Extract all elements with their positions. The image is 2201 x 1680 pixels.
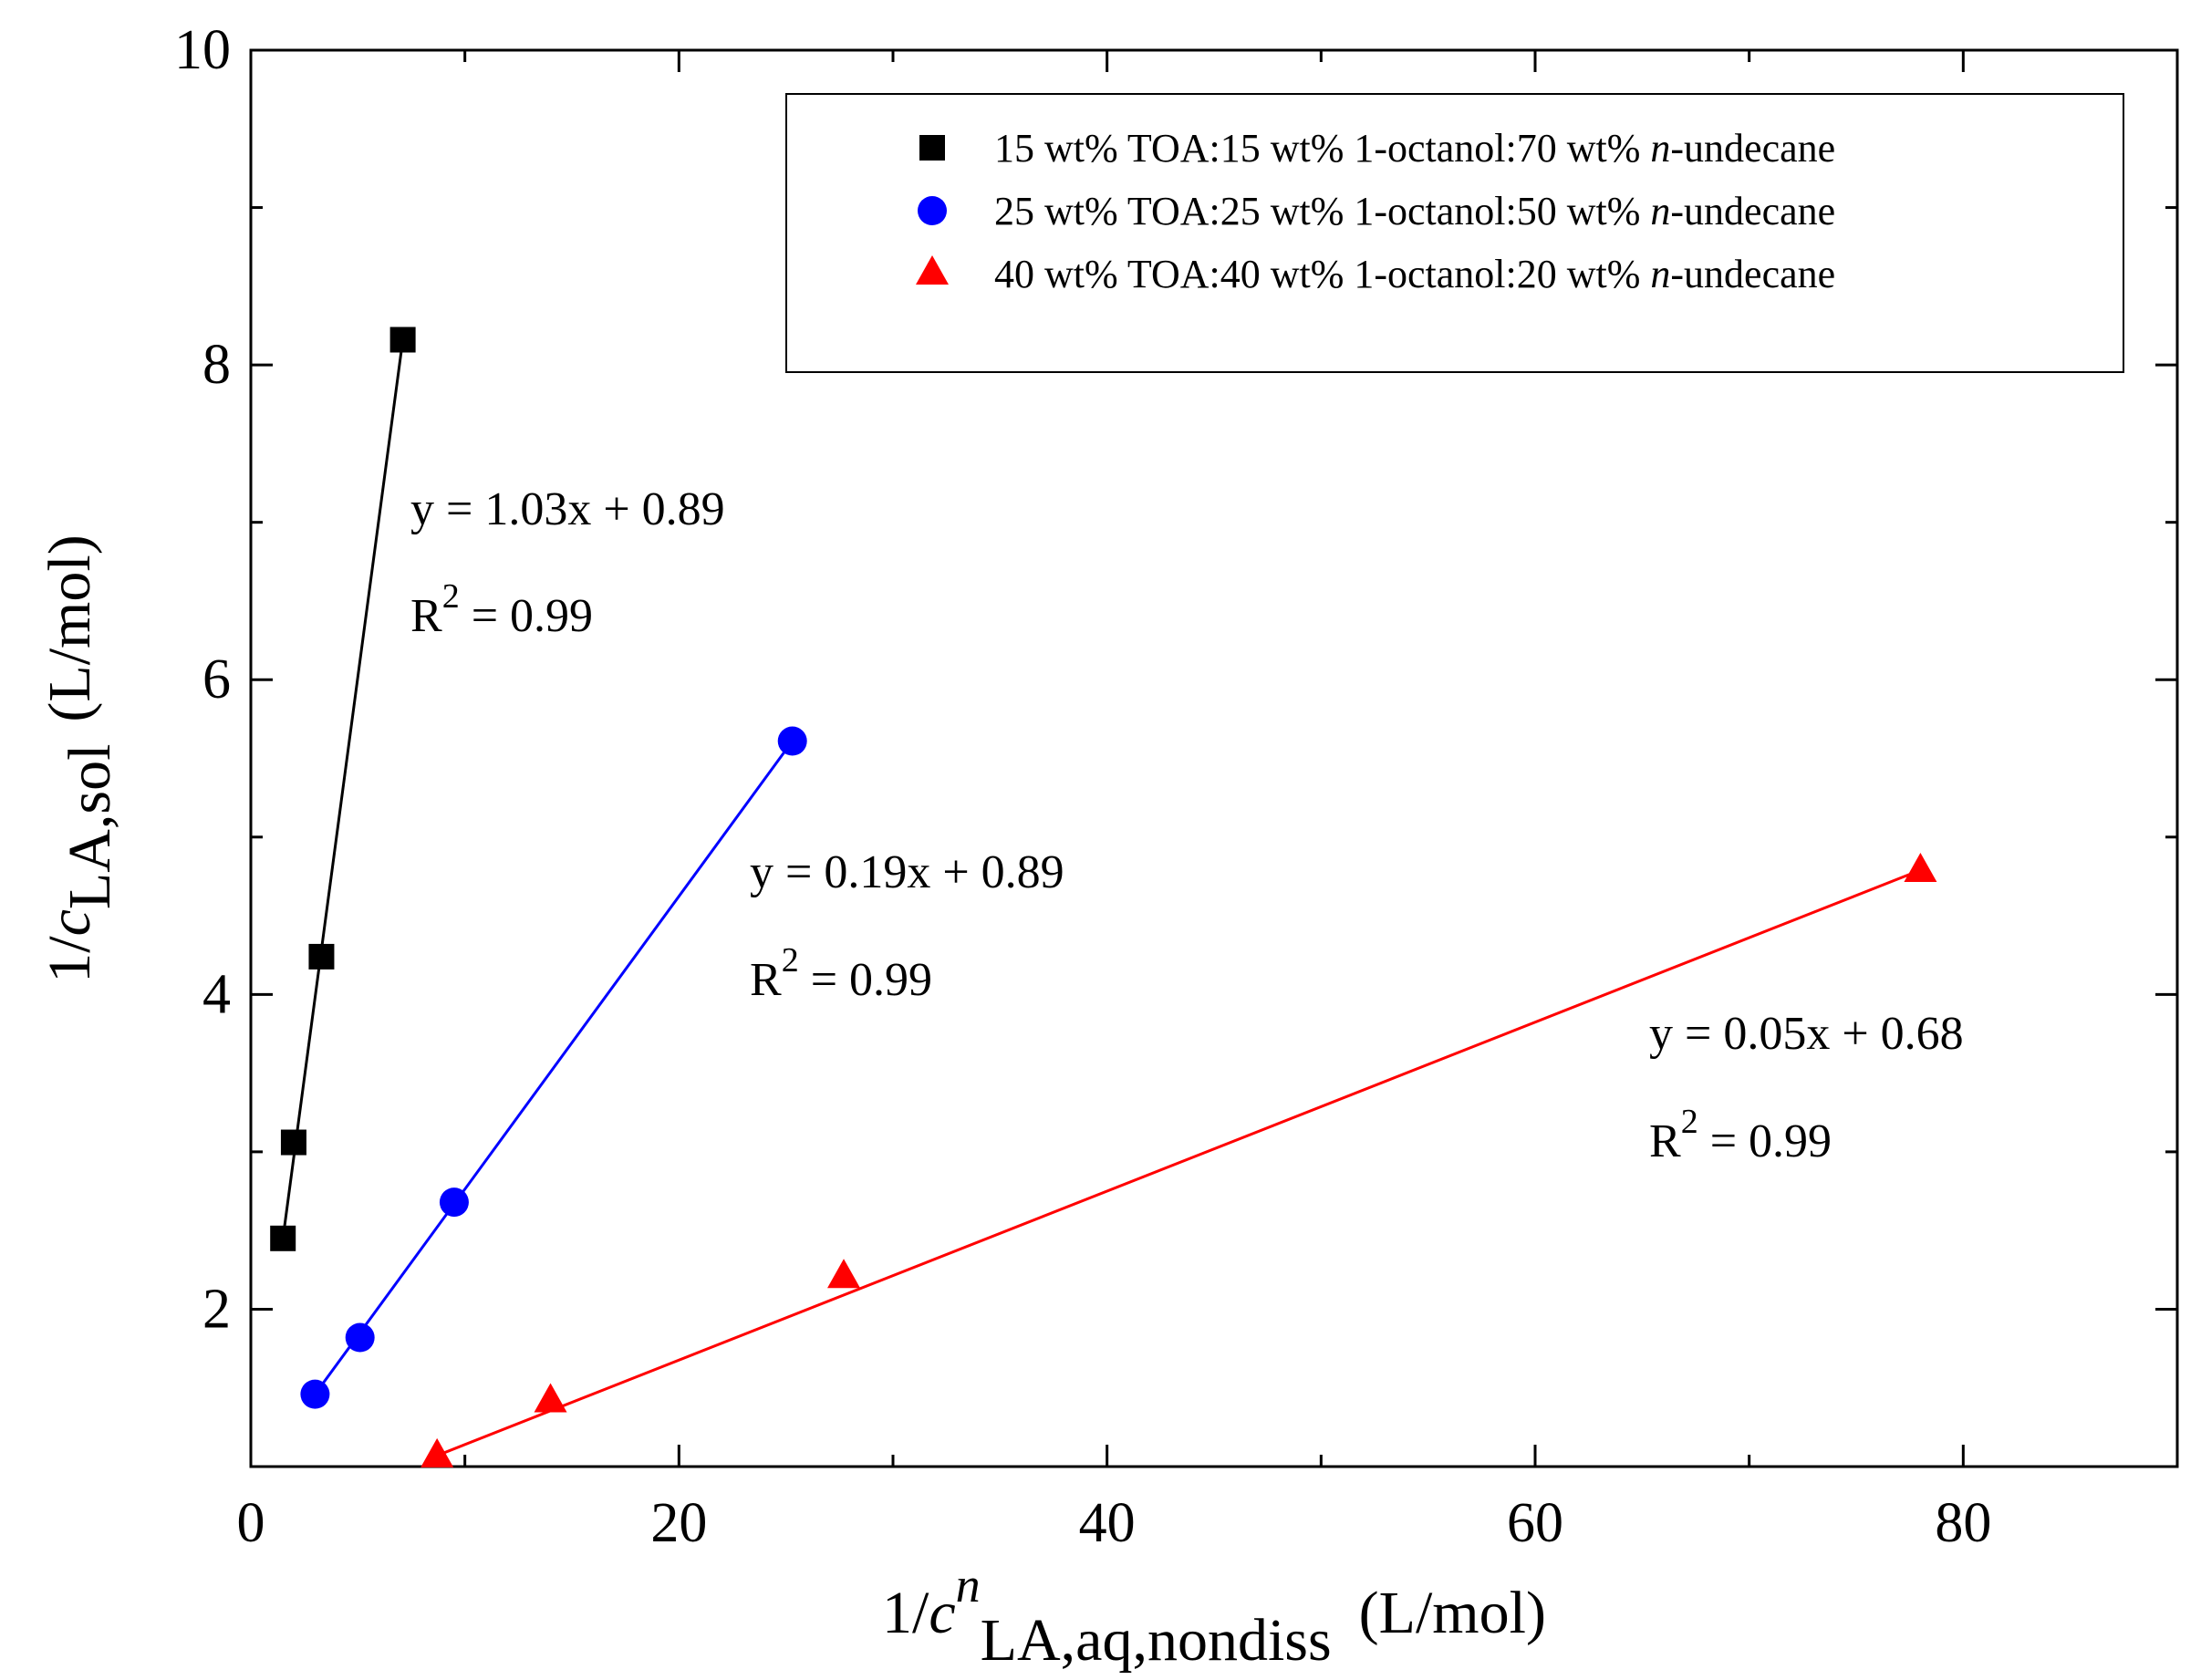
data-point-series-2 [300,1379,330,1409]
data-point-series-1 [389,327,416,353]
fit-annotation-series-1: y = 1.03x + 0.89 R2 = 0.99 [410,483,725,642]
y-axis-title: 1/cLA,sol(L/mol) [36,534,123,982]
fit-r2-series-3: R2 = 0.99 [1649,1103,1832,1167]
y-tick-label: 4 [202,963,231,1025]
legend-marker-series-3 [916,255,949,285]
axis-ticks [249,48,2179,1467]
fit-equation-series-3: y = 0.05x + 0.68 [1649,1008,1964,1060]
fit-annotation-series-2: y = 0.19x + 0.89 R2 = 0.99 [750,846,1064,1006]
y-tick-label: 6 [202,648,231,710]
x-axis-title: 1/cnLA,aq,nondiss (L/mol) [882,1558,1546,1674]
legend-entry-3: 40 wt% TOA:40 wt% 1-octanol:20 wt% n-und… [994,252,1835,296]
data-point-series-3 [534,1383,567,1413]
x-tick-label: 20 [650,1492,707,1554]
data-point-series-2 [439,1187,469,1218]
x-tick-label: 0 [237,1492,265,1554]
legend-marker-series-2 [918,196,947,225]
fit-equation-series-1: y = 1.03x + 0.89 [410,483,725,535]
x-tick-label: 60 [1507,1492,1563,1554]
data-point-series-3 [420,1437,454,1467]
fit-r2-series-2: R2 = 0.99 [750,941,932,1006]
legend-marker-series-1 [919,135,945,161]
legend-markers [916,135,949,285]
data-point-series-2 [777,726,807,756]
fit-line-series-2 [314,740,794,1395]
y-tick-label: 10 [174,19,231,81]
x-tick-label: 40 [1079,1492,1136,1554]
y-tick-label: 2 [202,1278,231,1340]
fit-lines [281,339,1921,1457]
plot-frame [249,48,2179,1468]
data-point-series-3 [1904,853,1937,883]
legend-entry-2: 25 wt% TOA:25 wt% 1-octanol:50 wt% n-und… [994,189,1835,233]
data-point-series-1 [270,1225,296,1251]
legend-box [785,93,2124,373]
data-point-series-3 [827,1259,861,1289]
data-point-series-2 [345,1322,375,1353]
data-point-series-1 [280,1129,306,1156]
data-point-series-1 [308,943,335,970]
fit-r2-series-1: R2 = 0.99 [410,577,593,642]
y-tick-label: 8 [202,334,231,396]
fit-annotation-series-3: y = 0.05x + 0.68 R2 = 0.99 [1649,1008,1964,1167]
fit-line-series-3 [436,868,1921,1457]
data-markers [270,327,1937,1467]
fit-line-series-1 [281,339,405,1239]
x-tick-label: 80 [1935,1492,1991,1554]
tick-labels: 0 20 40 60 80 2 4 6 8 10 [174,19,1991,1554]
fit-equation-series-2: y = 0.19x + 0.89 [750,846,1064,898]
legend-entry-1: 15 wt% TOA:15 wt% 1-octanol:70 wt% n-und… [994,126,1835,171]
legend: 15 wt% TOA:15 wt% 1-octanol:70 wt% n-und… [785,93,2124,373]
